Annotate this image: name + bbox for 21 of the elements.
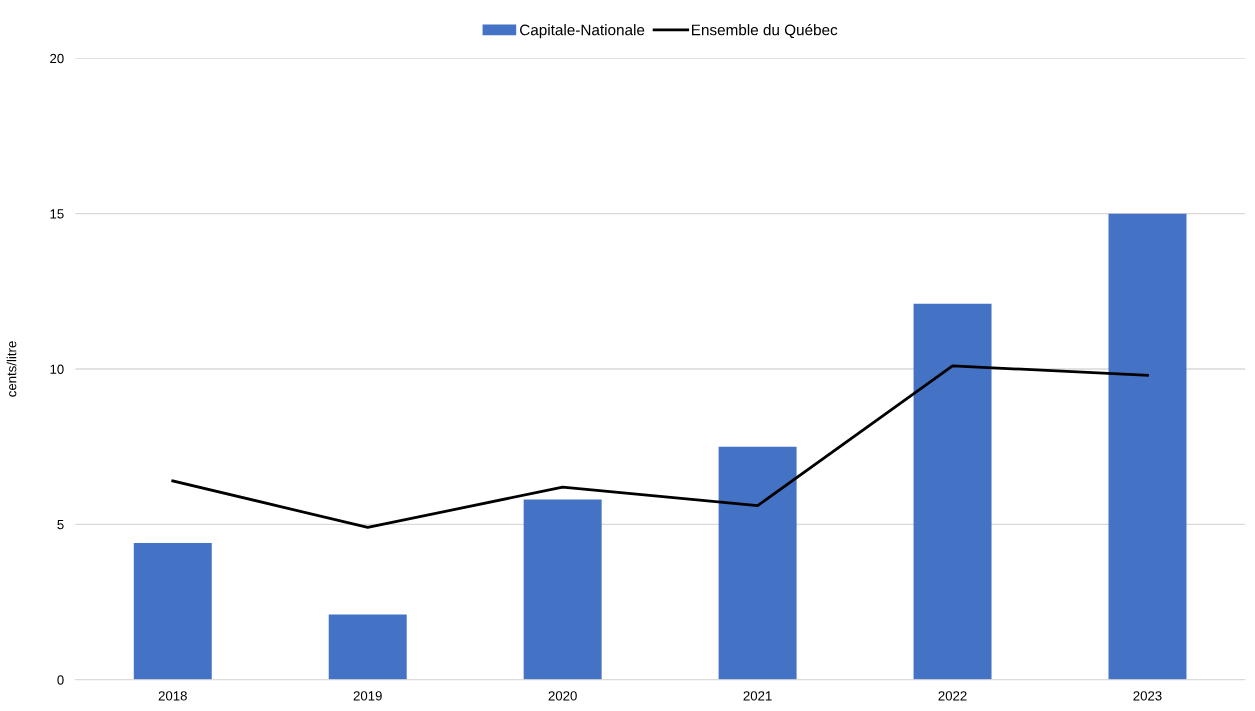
- y-tick-label: 0: [57, 675, 64, 685]
- legend-label: Ensemble du Québec: [692, 23, 838, 39]
- x-tick-label: 2020: [548, 691, 577, 701]
- y-tick-label: 5: [57, 520, 64, 530]
- legend-label: Capitale-Nationale: [520, 24, 645, 39]
- bar: [913, 303, 992, 680]
- bar: [1108, 213, 1187, 680]
- y-axis-title: cents/litre: [6, 341, 17, 397]
- bar: [523, 499, 602, 680]
- x-tick-label: 2021: [743, 691, 772, 701]
- x-tick-label: 2019: [353, 691, 382, 701]
- y-tick-label: 20: [50, 53, 64, 64]
- y-tick-label: 15: [50, 209, 64, 219]
- line-series: [171, 364, 1149, 529]
- x-tick-label: 2022: [938, 691, 967, 701]
- bar: [133, 543, 212, 680]
- x-tick-label: 2023: [1133, 691, 1162, 701]
- bar: [718, 446, 797, 680]
- x-tick-label: 2018: [158, 691, 187, 701]
- y-tick-label: 10: [50, 364, 64, 374]
- bar: [328, 614, 407, 680]
